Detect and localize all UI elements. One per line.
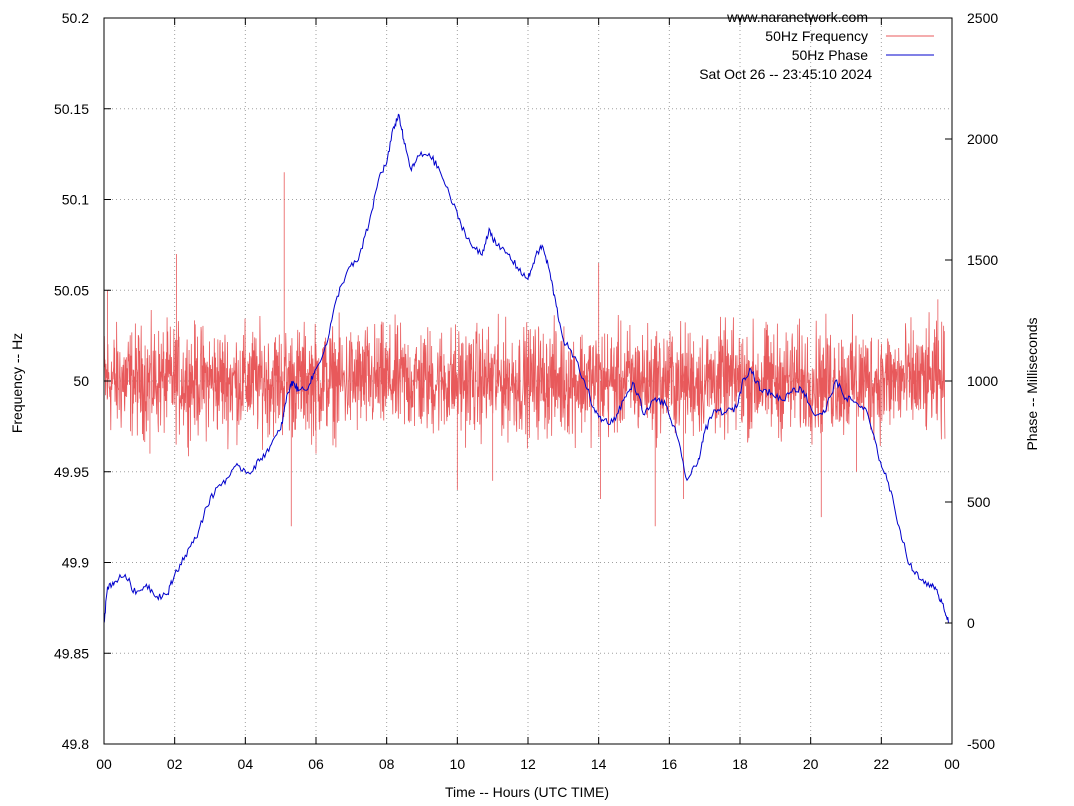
y-right-tick-label: -500 bbox=[967, 736, 995, 752]
y-left-tick-label: 49.85 bbox=[54, 645, 89, 661]
y-right-tick-label: 2500 bbox=[967, 10, 998, 26]
y-right-axis-title: Phase -- Milliseconds bbox=[1024, 317, 1040, 450]
y-right-tick-label: 0 bbox=[967, 615, 975, 631]
x-tick-label: 08 bbox=[379, 756, 395, 772]
y-left-tick-label: 50 bbox=[73, 373, 89, 389]
y-left-tick-label: 49.9 bbox=[62, 555, 89, 571]
x-tick-label: 22 bbox=[874, 756, 890, 772]
frequency-series bbox=[103, 172, 946, 527]
watermark: www.naranetwork.com bbox=[726, 9, 868, 25]
x-tick-label: 14 bbox=[591, 756, 607, 772]
x-tick-label: 00 bbox=[944, 756, 960, 772]
axis-ticks: 00 02 04 06 08 10 12 14 16 18 20 22 00 49.8 49.85 49.9 4… bbox=[54, 10, 998, 772]
y-left-tick-label: 50.2 bbox=[62, 10, 89, 26]
phase-series bbox=[103, 113, 949, 624]
frequency-line bbox=[103, 309, 946, 457]
y-right-tick-label: 1500 bbox=[967, 252, 998, 268]
y-right-tick-label: 1000 bbox=[967, 373, 998, 389]
x-axis-title: Time -- Hours (UTC TIME) bbox=[445, 784, 609, 800]
phase-line bbox=[103, 113, 949, 624]
y-right-tick-label: 2000 bbox=[967, 131, 998, 147]
x-tick-label: 04 bbox=[238, 756, 254, 772]
grid-lines bbox=[104, 18, 952, 744]
y-left-axis-title: Frequency -- Hz bbox=[9, 333, 25, 433]
x-tick-label: 02 bbox=[167, 756, 183, 772]
y-left-tick-label: 49.95 bbox=[54, 464, 89, 480]
y-left-tick-label: 50.05 bbox=[54, 282, 89, 298]
x-tick-label: 06 bbox=[308, 756, 324, 772]
x-tick-label: 20 bbox=[803, 756, 819, 772]
x-tick-label: 00 bbox=[96, 756, 112, 772]
x-tick-label: 10 bbox=[450, 756, 466, 772]
y-left-tick-label: 49.8 bbox=[62, 736, 89, 752]
y-left-tick-label: 50.15 bbox=[54, 101, 89, 117]
timestamp: Sat Oct 26 -- 23:45:10 2024 bbox=[699, 66, 872, 82]
x-tick-label: 12 bbox=[520, 756, 536, 772]
legend-frequency-label: 50Hz Frequency bbox=[765, 28, 868, 44]
y-left-tick-label: 50.1 bbox=[62, 192, 89, 208]
x-tick-label: 16 bbox=[662, 756, 678, 772]
x-tick-label: 18 bbox=[732, 756, 748, 772]
legend-phase-label: 50Hz Phase bbox=[792, 47, 868, 63]
y-right-tick-label: 500 bbox=[967, 494, 991, 510]
